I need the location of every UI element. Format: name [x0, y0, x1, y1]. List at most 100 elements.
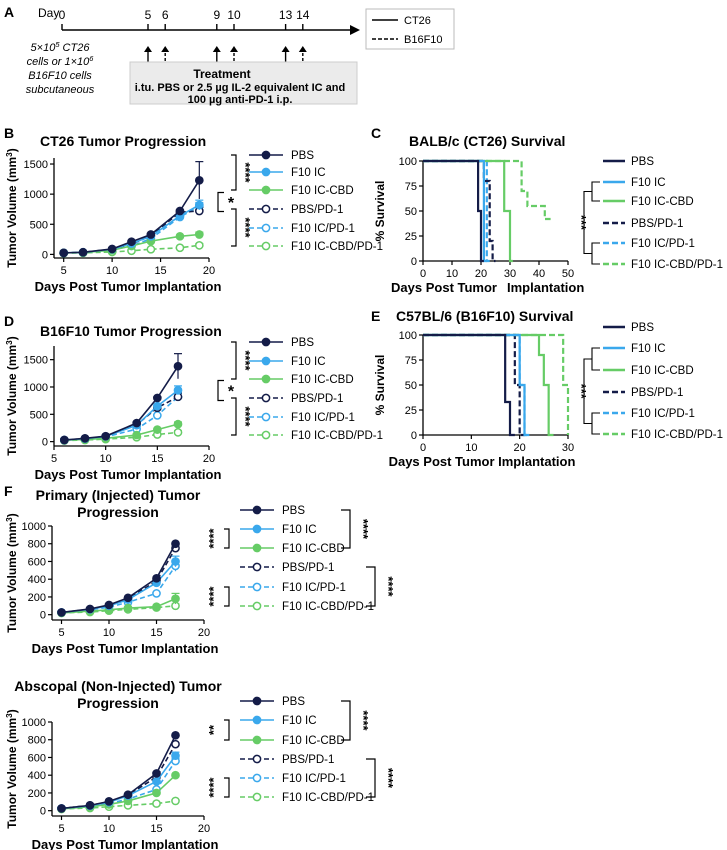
- panel-d-y-tick-label: 1000: [24, 382, 48, 394]
- panel-b-legend-label-3: PBS/PD-1: [291, 204, 343, 216]
- panel-b-sig-bracket-middle: [217, 191, 224, 213]
- panel-f-primary-y-tick-label: 400: [28, 574, 46, 586]
- panel-f-abscopal-y-tick-label: 0: [40, 806, 46, 818]
- panel-b-legend-marker-4: [261, 223, 271, 233]
- panel-d-y-label-part-0: Tumor Volume (mm: [5, 345, 19, 456]
- panel-c-x-tick-label: 50: [562, 268, 574, 280]
- panel-f-abscopal-legend-marker-2: [252, 735, 262, 745]
- panel-c-sig-stars: ***: [574, 215, 589, 231]
- panel-f-abscopal-legend-marker-5: [252, 792, 262, 802]
- panel-e-legend-label-0: PBS: [631, 322, 654, 334]
- panel-d-data-point-2: [132, 430, 142, 440]
- panel-d-data-point-0: [101, 431, 111, 441]
- panel-f-primary-y-tick-label: 600: [28, 556, 46, 568]
- panel-c-x-tick-label: 40: [533, 268, 545, 280]
- panel-d-y-tick-label: 0: [42, 437, 48, 449]
- panel-d-y-label-part-2: ): [5, 336, 19, 340]
- panel-b-y-tick-label: 1500: [24, 159, 48, 171]
- treatment-title: Treatment: [193, 67, 250, 81]
- panel-f-abscopal-series-line-0: [61, 734, 177, 810]
- panel-f-primary-legend-label-3: PBS/PD-1: [282, 562, 334, 574]
- panel-e-x-tick-label: 0: [420, 442, 426, 454]
- panel-d-data-point-2: [152, 425, 162, 434]
- panel-b-sig-stars-lower: ****: [238, 217, 253, 238]
- panel-b-x-tick-label: 20: [203, 265, 215, 277]
- panel-f-primary-data-point-2: [123, 603, 133, 613]
- panel-d-legend-marker-2: [261, 374, 271, 384]
- panel-f-primary-title-line-1: Primary (Injected) Tumor: [36, 487, 201, 503]
- panel-f-primary-left-stars-upper: ****: [206, 527, 221, 548]
- panel-e-title: C57BL/6 (B16F10) Survival: [396, 308, 573, 324]
- panel-f-abscopal-legend-label-0: PBS: [282, 696, 305, 708]
- panel-f-primary-legend-label-5: F10 IC-CBD/PD-1: [282, 601, 374, 613]
- panel-f-abscopal-legend-label-1: F10 IC: [282, 715, 317, 727]
- treatment-arrowhead-b16f10: [230, 46, 238, 52]
- panel-f-primary-y-tick-label: 200: [28, 592, 46, 604]
- panel-b-legend-label-1: F10 IC: [291, 167, 326, 179]
- treatment-arrowhead-ct26: [212, 46, 221, 52]
- panel-f-primary-legend-label-2: F10 IC-CBD: [282, 543, 345, 555]
- panel-f-abscopal-data-point-0: [171, 730, 180, 740]
- panel-b-y-tick-label: 1000: [24, 189, 48, 201]
- panel-d-y-tick-label: 1500: [24, 355, 48, 367]
- panel-b-legend-marker-2: [261, 185, 271, 195]
- panel-f-abscopal-x-tick-label: 15: [150, 823, 162, 835]
- panel-f-abscopal-right-bracket-upper: [341, 700, 351, 741]
- panel-d-sig-star-middle: *: [228, 384, 235, 401]
- panel-f-abscopal-title-line-1: Abscopal (Non-Injected) Tumor: [14, 678, 222, 694]
- treatment-arrowhead-ct26: [281, 46, 290, 52]
- panel-b-y-tick-label: 500: [30, 219, 48, 231]
- panel-f-abscopal-legend-marker-4: [252, 773, 262, 783]
- panel-f-primary-y-label: Tumor Volume (mm3): [5, 513, 20, 632]
- panel-f-primary-legend-marker-5: [252, 601, 262, 611]
- panel-d-legend-marker-0: [261, 337, 271, 347]
- inoculation-line-1-part-2: CT26: [59, 42, 90, 54]
- panel-d-x-tick-label: 10: [100, 453, 112, 465]
- panel-f-primary-x-tick-label: 5: [58, 627, 64, 639]
- panel-d-data-point-0: [80, 433, 90, 443]
- panel-c-y-tick-label: 50: [405, 206, 417, 218]
- panel-f-abscopal-legend-marker-1: [252, 715, 262, 725]
- panel-c-letter: C: [371, 125, 381, 141]
- panel-f-primary-left-stars-lower: ****: [206, 585, 221, 606]
- panel-e-survival-curve-0: [423, 333, 515, 437]
- panel-e-y-tick-label: 50: [405, 380, 417, 392]
- treatment-line-2: 100 µg anti-PD-1 i.p.: [188, 94, 293, 106]
- timeline-tick-label: 13: [279, 8, 293, 22]
- panel-d-y-tick-label: 500: [30, 409, 48, 421]
- panel-f-primary-legend-label-1: F10 IC: [282, 524, 317, 536]
- panel-f-primary-y-tick-label: 1000: [22, 521, 46, 533]
- timeline-arrowhead: [350, 25, 360, 35]
- panel-b-data-point-5: [194, 240, 204, 250]
- panel-f-primary-x-tick-label: 20: [198, 627, 210, 639]
- panel-f-primary-y-tick-label: 0: [40, 610, 46, 622]
- panel-d-x-tick-label: 15: [151, 453, 163, 465]
- panel-e-y-label: % Survival: [373, 355, 387, 416]
- panel-f-abscopal-legend-marker-0: [252, 696, 262, 706]
- panel-c-x-tick-label: 30: [504, 268, 516, 280]
- panel-c-legend-label-1: F10 IC: [631, 177, 666, 189]
- panel-b-y-label-part-0: Tumor Volume (mm: [5, 157, 19, 268]
- timeline-tick-label: 14: [296, 8, 310, 22]
- panel-b-x-label: Days Post Tumor Implantation: [35, 279, 222, 294]
- panel-f-primary-right-bracket-upper: [341, 509, 351, 549]
- panel-b-title: CT26 Tumor Progression: [40, 133, 206, 149]
- legend-label-ct26: CT26: [404, 15, 431, 27]
- panel-b-x-tick-label: 15: [154, 265, 166, 277]
- panel-c-legend-label-2: F10 IC-CBD: [631, 196, 694, 208]
- panel-f-primary-legend-label-0: PBS: [282, 505, 305, 517]
- panel-f-abscopal-left-bracket-upper: [224, 719, 230, 741]
- panel-f-primary-series-line-0: [61, 543, 177, 614]
- panel-d-data-point-1: [152, 401, 162, 411]
- panel-d-data-point-0: [132, 418, 142, 428]
- panel-d-legend-marker-4: [261, 412, 271, 422]
- panel-e-y-tick-label: 0: [411, 430, 417, 442]
- panel-f-primary-right-bracket-lower: [366, 566, 376, 607]
- panel-e-sig-bracket-upper: [591, 347, 600, 371]
- panel-e-survival-curve-1: [423, 333, 530, 437]
- panel-e-x-label: Days Post Tumor Implantation: [389, 454, 576, 469]
- panel-f-abscopal-y-tick-label: 400: [28, 770, 46, 782]
- panel-d-legend-label-3: PBS/PD-1: [291, 393, 343, 405]
- panel-c-legend-label-3: PBS/PD-1: [631, 218, 683, 230]
